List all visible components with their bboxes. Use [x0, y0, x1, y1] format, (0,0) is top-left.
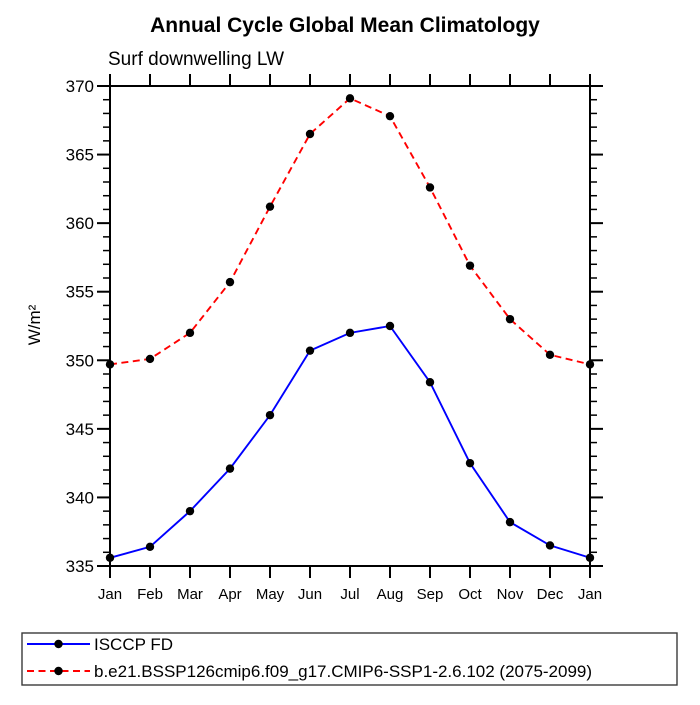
- series-line-1: [109, 97, 591, 366]
- data-point-s1-aug-7: [385, 111, 395, 121]
- legend: ISCCP FD b.e21.BSSP126cmip6.f09_g17.CMIP…: [21, 632, 678, 686]
- y-tick-label-365: 365: [66, 146, 94, 165]
- data-point-s1-mar-2: [185, 328, 195, 338]
- data-point-s0-dec-11: [545, 541, 555, 550]
- x-tick-label-may-4: May: [256, 586, 285, 603]
- legend-marker-model-run: [54, 666, 63, 676]
- x-tick-label-jul-6: Jul: [340, 586, 359, 603]
- data-point-s0-jul-6: [345, 328, 355, 338]
- data-point-s1-nov-10: [505, 314, 515, 324]
- legend-label-isccp-fd: ISCCP FD: [94, 635, 173, 654]
- data-point-s0-oct-9: [465, 458, 475, 468]
- data-point-s1-oct-9: [465, 261, 475, 270]
- data-point-s1-sep-8: [425, 183, 435, 192]
- data-point-s1-jun-5: [305, 129, 315, 139]
- plot-frame: [109, 85, 591, 567]
- y-tick-label-350: 350: [66, 351, 94, 370]
- data-point-s0-sep-8: [425, 378, 435, 387]
- x-tick-label-aug-7: Aug: [377, 586, 404, 603]
- y-tick-label-360: 360: [66, 214, 94, 233]
- data-point-s1-jul-6: [345, 94, 355, 103]
- y-axis-label: W/m²: [25, 304, 44, 345]
- data-point-s0-nov-10: [505, 517, 515, 527]
- x-tick-label-jun-5: Jun: [298, 586, 322, 603]
- chart-subtitle: Surf downwelling LW: [108, 49, 284, 70]
- data-series: [105, 94, 595, 562]
- data-point-s1-feb-1: [145, 354, 155, 364]
- x-tick-label-jan-0: Jan: [98, 586, 122, 603]
- x-tick-label-feb-1: Feb: [137, 586, 163, 603]
- legend-label-model-run: b.e21.BSSP126cmip6.f09_g17.CMIP6-SSP1-2.…: [94, 662, 592, 681]
- data-point-s0-jun-5: [305, 346, 315, 355]
- data-point-s0-jan-12: [585, 553, 595, 562]
- y-tick-label-335: 335: [66, 557, 94, 576]
- data-point-s0-apr-3: [225, 464, 235, 473]
- data-point-s0-aug-7: [385, 321, 395, 331]
- y-tick-label-355: 355: [66, 283, 94, 302]
- y-tick-label-370: 370: [66, 77, 94, 96]
- axis-ticks: Jan Feb Mar Apr May Jun Jul Aug Sep Oct Nov Dec Jan3…: [66, 74, 603, 603]
- legend-box: [21, 632, 678, 686]
- x-tick-label-apr-3: Apr: [218, 586, 241, 603]
- data-point-s0-may-4: [265, 410, 275, 420]
- chart-title: Annual Cycle Global Mean Climatology: [150, 14, 540, 37]
- data-point-s0-jan-0: [105, 553, 115, 562]
- data-point-s1-may-4: [265, 202, 275, 211]
- y-tick-label-345: 345: [66, 420, 94, 439]
- data-point-s0-feb-1: [145, 542, 155, 551]
- x-tick-label-dec-11: Dec: [537, 586, 564, 603]
- x-tick-label-jan-12: Jan: [578, 586, 602, 603]
- x-tick-label-mar-2: Mar: [177, 586, 203, 603]
- x-tick-label-sep-8: Sep: [417, 586, 444, 603]
- data-point-s1-jan-0: [105, 360, 115, 369]
- y-tick-label-340: 340: [66, 488, 94, 507]
- data-point-s1-apr-3: [225, 277, 235, 287]
- series-line-0: [109, 324, 591, 559]
- data-point-s1-jan-12: [585, 360, 595, 369]
- x-tick-label-nov-10: Nov: [497, 586, 524, 603]
- data-point-s1-dec-11: [545, 350, 555, 359]
- x-tick-label-oct-9: Oct: [458, 586, 482, 603]
- data-point-s0-mar-2: [185, 506, 195, 516]
- legend-marker-isccp-fd: [54, 639, 63, 649]
